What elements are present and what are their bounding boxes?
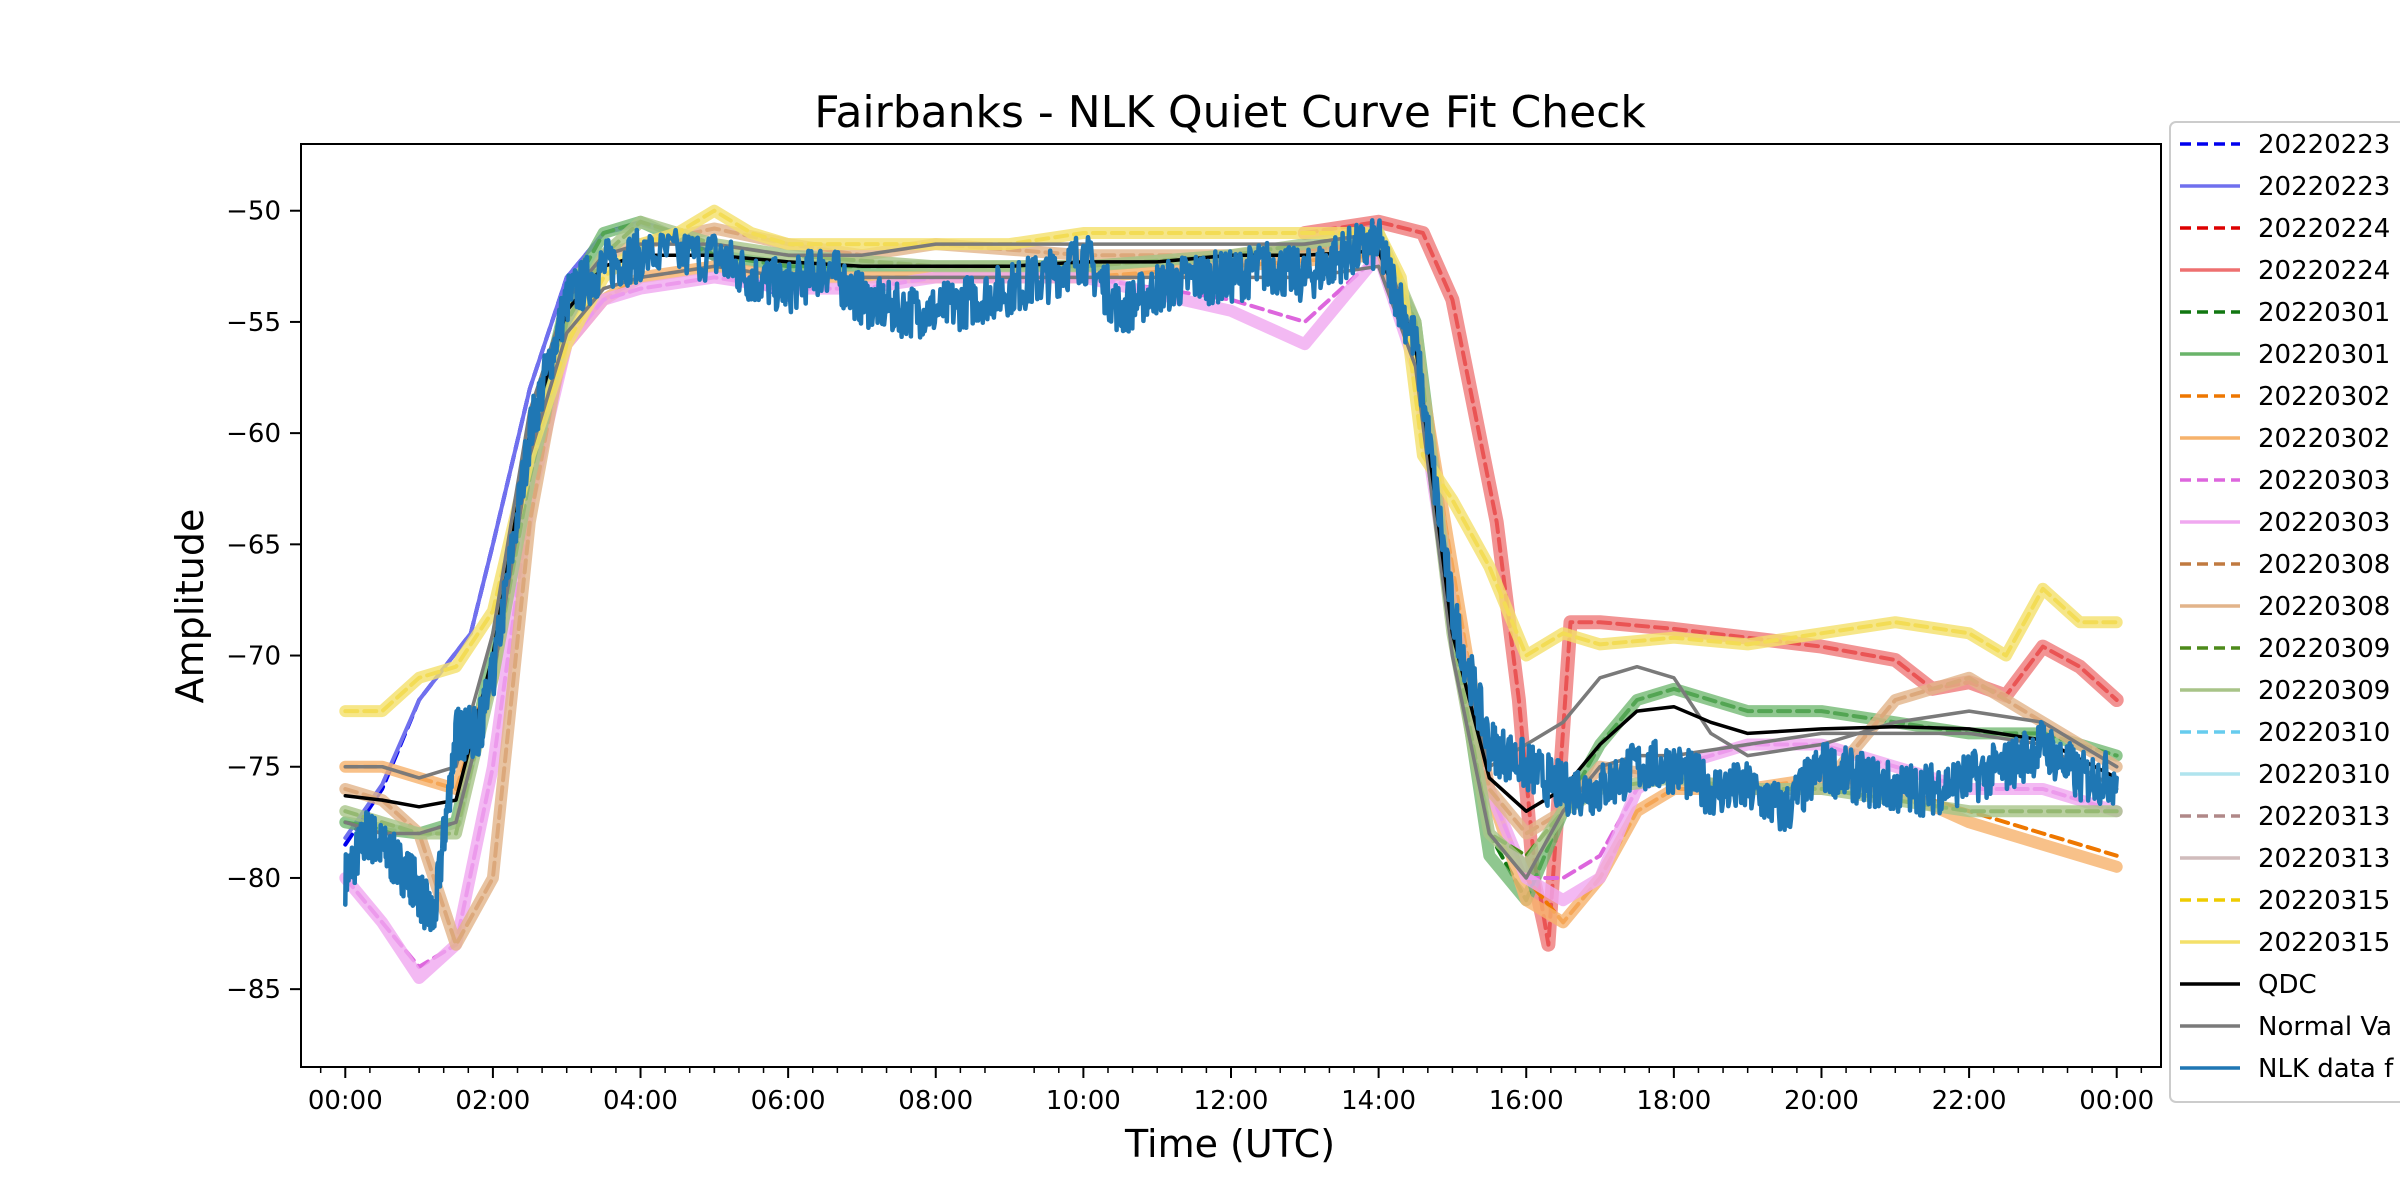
x-axis-title: Time (UTC) <box>1124 1122 1335 1166</box>
x-tick-label: 02:00 <box>455 1086 530 1116</box>
x-tick-label: 12:00 <box>1194 1086 1269 1116</box>
series-line-nlk-data-f-23 <box>343 218 2119 933</box>
legend-label: 20220301 <box>2258 340 2390 370</box>
series-line-20220308-10 <box>343 226 2119 947</box>
legend-label: 20220224 <box>2258 256 2390 286</box>
x-tick-label: 00:00 <box>2079 1086 2154 1116</box>
x-axis: 00:00 02:00 04:00 06:00 08:00 10:00 12:00 14:00… <box>308 1067 2154 1116</box>
y-tick-label: −70 <box>226 642 281 672</box>
legend-label: 20220223 <box>2258 130 2390 160</box>
x-tick-label: 20:00 <box>1784 1086 1859 1116</box>
series-line-20220315-19 <box>339 204 2123 718</box>
x-tick-label: 08:00 <box>898 1086 973 1116</box>
legend-label: 20220309 <box>2258 634 2390 664</box>
x-tick-label: 16:00 <box>1489 1086 1564 1116</box>
chart-title: Fairbanks - NLK Quiet Curve Fit Check <box>814 87 1646 138</box>
series-line-20220302-6 <box>343 253 2119 925</box>
legend-label: 20220303 <box>2258 508 2390 538</box>
x-tick-label: 04:00 <box>603 1086 678 1116</box>
legend-label: 20220223 <box>2258 172 2390 202</box>
legend-label: Normal Va <box>2258 1012 2392 1042</box>
x-tick-label: 22:00 <box>1932 1086 2007 1116</box>
legend-label: 20220310 <box>2258 718 2390 748</box>
legend-label: 20220302 <box>2258 382 2390 412</box>
legend: 20220223 20220223 20220224 20220224 20220301… <box>2169 121 2400 1103</box>
y-tick-label: −75 <box>226 753 281 783</box>
x-tick-label: 00:00 <box>308 1086 383 1116</box>
plot-area <box>339 204 2124 984</box>
series-line-20220303-9 <box>339 249 2123 984</box>
legend-label: NLK data f <box>2258 1054 2394 1084</box>
legend-label: 20220301 <box>2258 298 2390 328</box>
legend-label: 20220224 <box>2258 214 2390 244</box>
series-line-20220308-11 <box>339 222 2123 951</box>
x-tick-label: 18:00 <box>1636 1086 1711 1116</box>
legend-label: 20220302 <box>2258 424 2390 454</box>
series-line-qdc-22 <box>343 249 2119 813</box>
legend-label: 20220308 <box>2258 550 2390 580</box>
legend-label: 20220309 <box>2258 676 2390 706</box>
legend-label: 20220303 <box>2258 466 2390 496</box>
x-tick-label: 10:00 <box>1046 1086 1121 1116</box>
y-axis: −50 −55 −60 −65 −70 −75 −80 −85 <box>226 197 301 1005</box>
y-tick-label: −60 <box>226 419 281 449</box>
y-tick-label: −85 <box>226 975 281 1005</box>
series-line-20220302-7 <box>339 249 2123 929</box>
legend-label: QDC <box>2258 970 2317 1000</box>
series-line-20220303-8 <box>343 253 2119 969</box>
legend-label: 20220313 <box>2258 844 2390 874</box>
y-tick-label: −55 <box>226 308 281 338</box>
x-tick-label: 06:00 <box>751 1086 826 1116</box>
legend-label: 20220310 <box>2258 760 2390 790</box>
x-tick-label: 14:00 <box>1341 1086 1416 1116</box>
legend-label: 20220315 <box>2258 886 2390 916</box>
legend-label: 20220308 <box>2258 592 2390 622</box>
y-tick-label: −65 <box>226 530 281 560</box>
legend-label: 20220315 <box>2258 928 2390 958</box>
y-tick-label: −50 <box>226 197 281 227</box>
legend-label: 20220313 <box>2258 802 2390 832</box>
y-axis-title: Amplitude <box>168 509 212 704</box>
y-tick-label: −80 <box>226 864 281 894</box>
